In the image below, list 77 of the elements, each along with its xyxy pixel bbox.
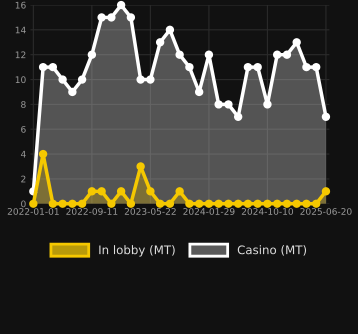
- x-tick-label: 2025-06-20: [300, 208, 352, 215]
- point: [273, 200, 282, 208]
- x-tick-label: 2022-09-11: [66, 208, 118, 215]
- point: [322, 187, 330, 196]
- point: [116, 0, 126, 10]
- x-tick-label: 2022-01-01: [8, 208, 59, 215]
- point: [126, 13, 136, 22]
- point: [224, 100, 233, 109]
- point: [224, 200, 233, 208]
- x-tick-label: 2023-05-22: [124, 208, 176, 215]
- point: [116, 187, 126, 196]
- point: [204, 50, 214, 59]
- point: [88, 187, 96, 196]
- point: [38, 150, 48, 158]
- point: [263, 200, 272, 208]
- y-tick-label: 14: [16, 26, 26, 34]
- point: [194, 200, 204, 208]
- point: [48, 62, 58, 72]
- point: [166, 200, 174, 208]
- point: [234, 112, 242, 121]
- point: [48, 200, 58, 208]
- point: [29, 200, 38, 208]
- y-tick-label: 2: [21, 176, 26, 182]
- point: [185, 62, 194, 72]
- point: [204, 200, 214, 208]
- point: [312, 200, 320, 208]
- point: [126, 200, 136, 208]
- point: [273, 50, 282, 59]
- point: [58, 75, 67, 84]
- point: [244, 62, 252, 72]
- point: [156, 38, 164, 46]
- point: [156, 200, 164, 208]
- point: [214, 100, 223, 109]
- point: [244, 200, 252, 208]
- x-tick-label: 2024-10-10: [242, 208, 294, 215]
- point: [302, 200, 311, 208]
- point: [302, 62, 311, 72]
- point: [97, 13, 106, 22]
- x-tick-label: 2024-01-29: [183, 208, 235, 215]
- point: [254, 62, 262, 72]
- legend-label: In lobby (MT): [99, 245, 175, 257]
- point: [292, 200, 301, 208]
- point: [68, 200, 77, 208]
- point: [97, 187, 106, 196]
- y-tick-label: 12: [16, 51, 26, 58]
- point: [263, 100, 272, 109]
- point: [38, 62, 48, 72]
- point: [254, 200, 262, 208]
- point: [292, 38, 301, 46]
- y-tick-label: 4: [20, 150, 26, 158]
- point: [175, 187, 184, 196]
- point: [214, 200, 223, 208]
- point: [136, 75, 145, 84]
- point: [58, 200, 67, 208]
- point: [107, 13, 116, 22]
- point: [166, 26, 174, 34]
- point: [146, 187, 155, 196]
- y-tick-label: 8: [21, 101, 26, 108]
- point: [146, 75, 155, 84]
- point: [312, 62, 320, 72]
- point: [194, 88, 204, 96]
- y-tick-label: 16: [16, 2, 26, 9]
- point: [282, 200, 292, 208]
- y-tick-label: 0: [21, 200, 26, 208]
- y-tick-label: 10: [16, 76, 26, 84]
- point: [185, 200, 194, 208]
- point: [107, 200, 116, 208]
- point: [68, 88, 77, 96]
- point: [234, 200, 242, 208]
- point: [322, 112, 330, 121]
- point: [282, 50, 292, 59]
- point: [88, 50, 96, 59]
- y-tick-label: 6: [21, 126, 26, 133]
- legend-label: Casino (MT): [238, 245, 306, 256]
- point: [78, 75, 86, 84]
- point: [175, 50, 184, 59]
- point: [78, 200, 86, 208]
